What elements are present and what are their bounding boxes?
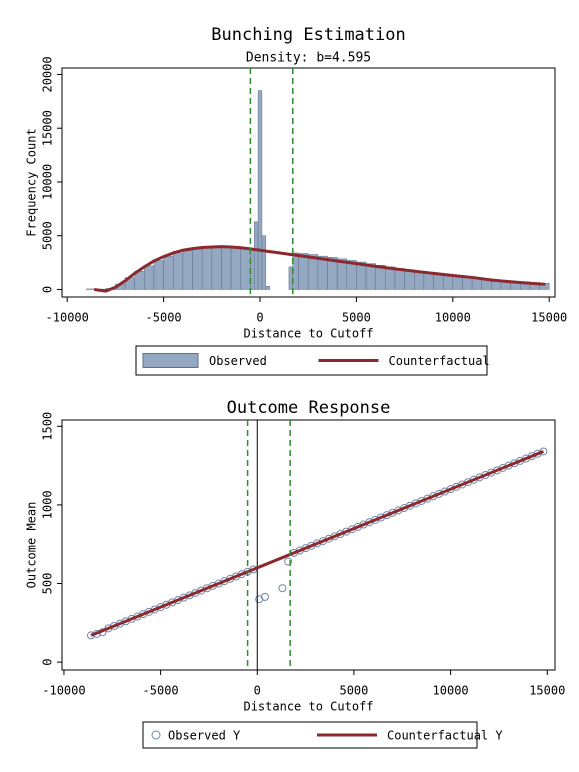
legend-label: Counterfactual Y [387,729,503,743]
chart-title: Outcome Response [227,398,391,418]
x-tick-label: -10000 [42,684,85,698]
scatter-point [261,592,269,601]
y-tick-label: 5000 [41,221,55,250]
x-axis-title: Distance to Cutoff [243,700,373,714]
x-tick-label: 5000 [342,311,371,325]
y-tick-label: 10000 [41,164,55,200]
histogram-bar [261,235,267,290]
y-tick-label: 15000 [41,110,55,146]
y-tick-label: 1000 [41,490,55,519]
line-series [90,450,544,637]
histogram-bar [192,248,203,290]
histogram-bar [257,90,263,290]
histogram-bar [442,274,454,290]
y-tick-label: 500 [41,573,55,595]
histogram-bar [172,252,184,290]
y-tick-label: 0 [41,659,55,666]
histogram-bar [182,250,193,290]
histogram-bar [163,255,174,290]
histogram-bar [394,268,405,290]
histogram-bar [317,255,328,290]
histogram-bar [404,269,415,290]
line-series [93,245,546,293]
histogram-bar [253,221,259,290]
x-tick-label: 5000 [339,684,368,698]
y-tick-label: 20000 [41,56,55,92]
x-tick-label: -5000 [143,684,179,698]
y-axis-title: Outcome Mean [25,502,39,589]
x-tick-label: 0 [256,311,263,325]
histogram-bar [433,273,444,290]
chart-subtitle: Density: b=4.595 [246,51,371,66]
histogram-bar [144,265,155,290]
x-tick-label: 10000 [435,311,471,325]
histogram-bar [423,272,434,290]
y-tick-label: 1500 [41,412,55,441]
plot-frame [61,419,556,671]
scatter-point [284,557,293,566]
x-tick-label: 10000 [433,684,469,698]
legend-label: Observed [209,354,267,368]
x-tick-label: -5000 [146,311,182,325]
histogram-bar [292,252,299,290]
histogram-bar [307,254,319,290]
histogram-bar [265,285,270,290]
histogram-bar [153,260,164,290]
histogram-bar [298,253,309,290]
histogram-bar [230,247,241,290]
x-axis-title: Distance to Cutoff [243,327,373,341]
histogram-bar [211,247,222,290]
legend-label: Observed Y [168,729,241,743]
scatter-point [278,584,287,593]
x-tick-label: -10000 [46,311,89,325]
legend-label: Counterfactual [389,354,490,368]
histogram-bar [462,276,473,290]
histogram-bar [414,270,425,290]
x-tick-label: 15000 [531,311,567,325]
x-tick-label: 15000 [529,684,565,698]
legend-swatch [142,353,199,368]
y-axis-title: Frequency Count [25,128,39,236]
histogram-bar [452,275,463,290]
plot-frame [61,67,556,298]
legend-box [142,721,478,749]
x-tick-label: 0 [254,684,261,698]
histogram-bar [221,247,232,290]
legend-swatch [151,730,161,740]
chart-title: Bunching Estimation [211,25,405,45]
histogram-bar [201,247,213,290]
y-tick-label: 0 [41,286,55,293]
histogram-bar [385,266,396,290]
histogram-bar [240,248,251,290]
